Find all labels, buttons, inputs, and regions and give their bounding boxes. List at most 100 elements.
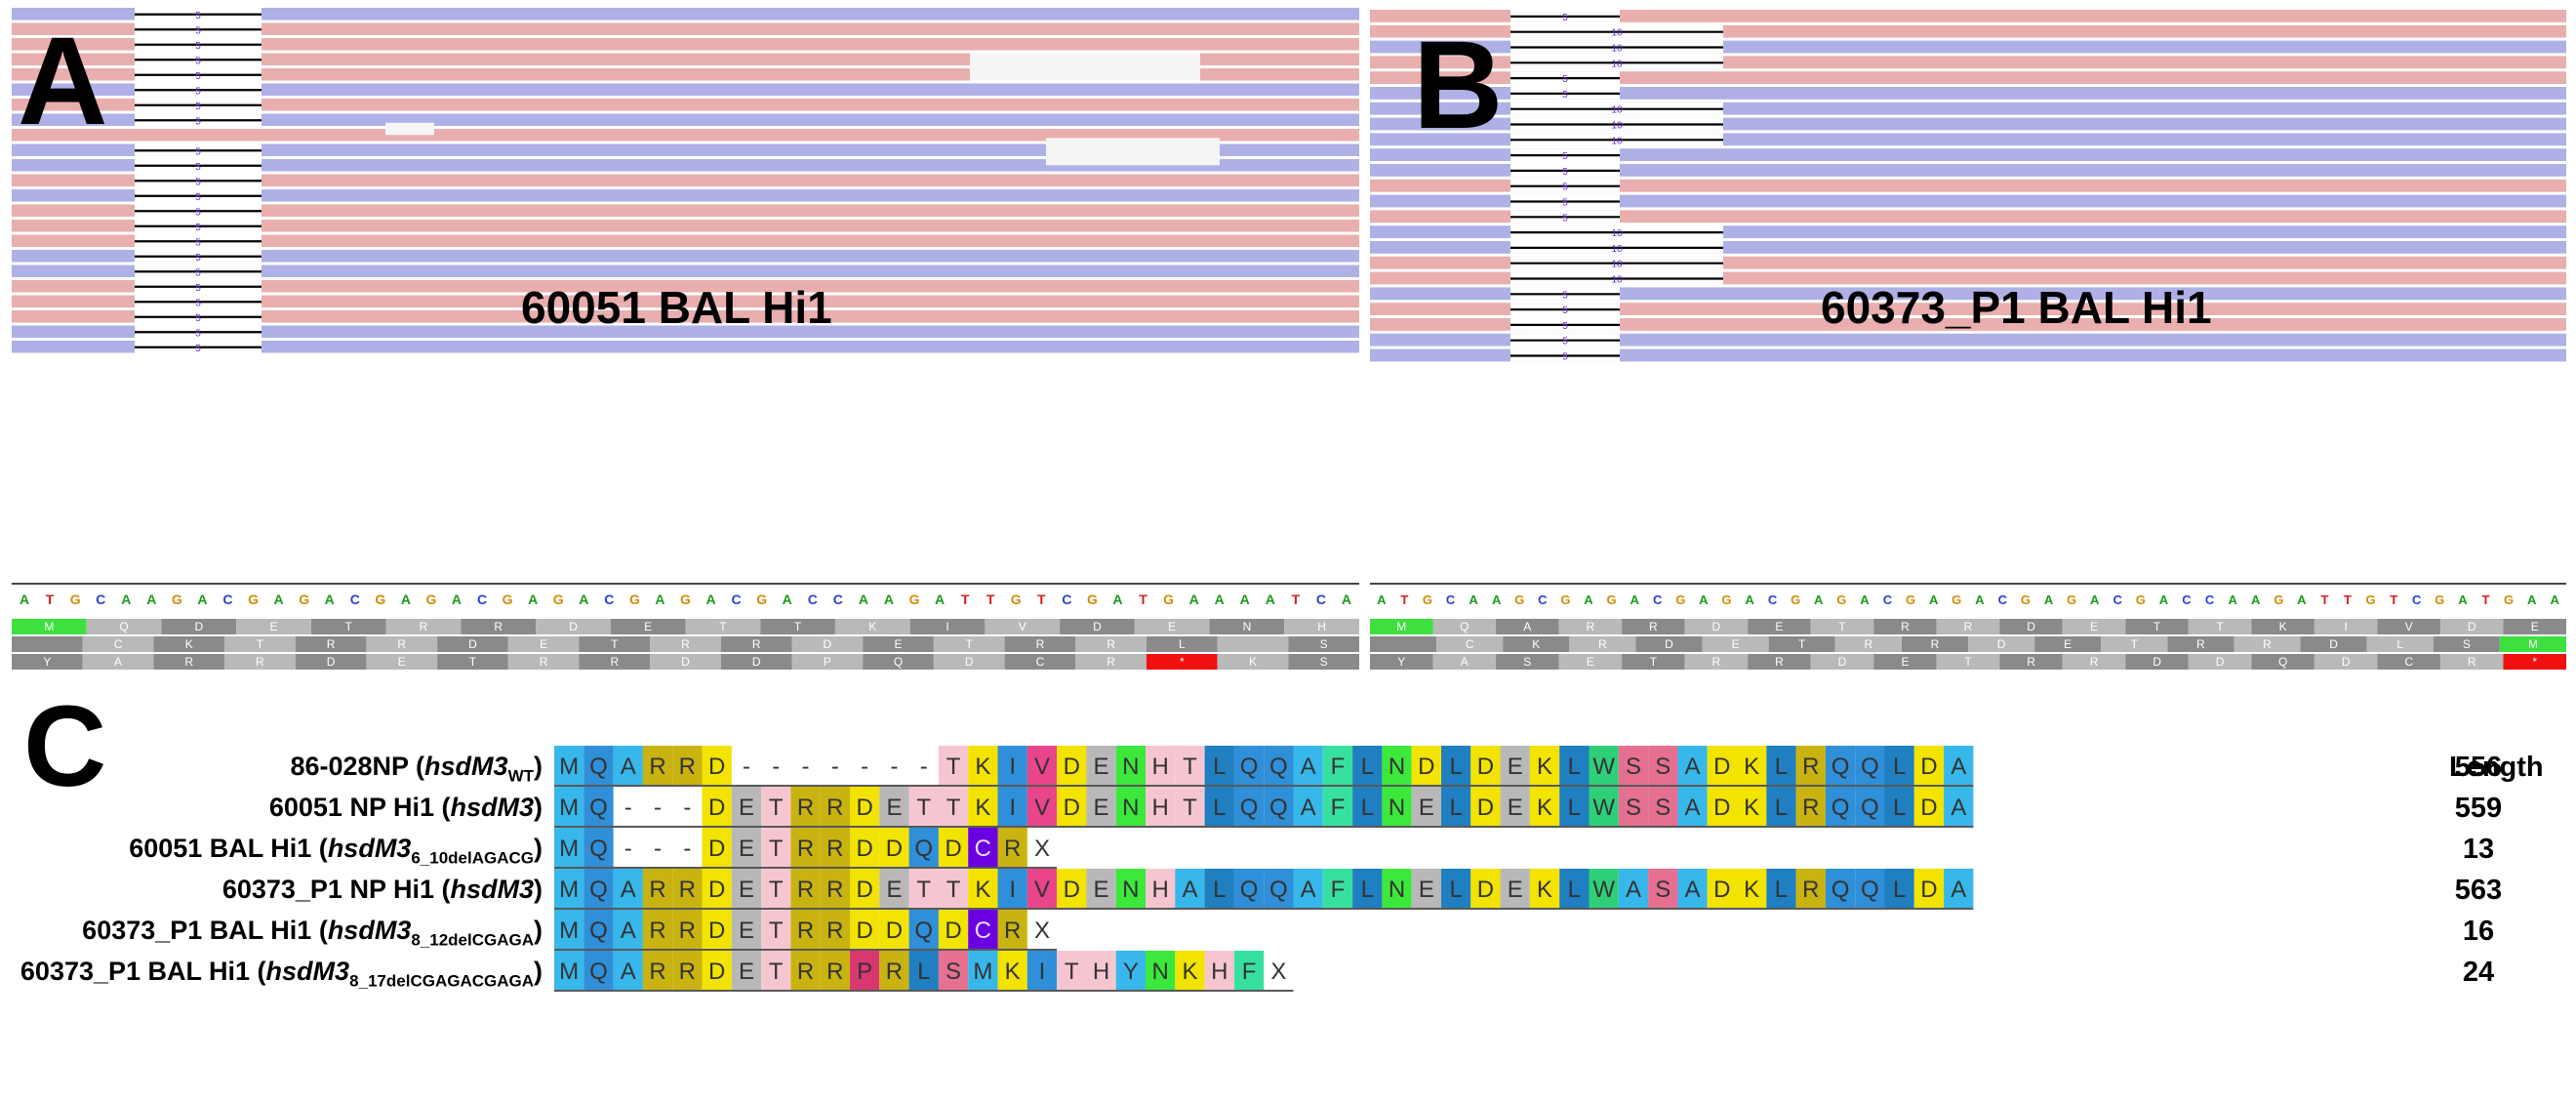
residue-letter: R <box>886 958 903 985</box>
residue-cell <box>554 787 584 826</box>
deletion-gap <box>385 122 434 136</box>
codon-box <box>1834 636 1902 652</box>
residue-letter: F <box>1331 795 1346 821</box>
nucleotide-letter: G <box>756 591 767 607</box>
residue-cell <box>1913 746 1945 785</box>
amino-acid-letter: R <box>1964 620 1973 633</box>
residue-cell <box>761 787 791 826</box>
residue-cell <box>1913 869 1945 908</box>
residue-letter: V <box>1034 877 1050 903</box>
amino-acid-letter: R <box>494 620 503 633</box>
residue-cell <box>1175 869 1205 908</box>
residue-letter: D <box>1064 795 1080 821</box>
residue-cell <box>1589 869 1619 908</box>
insertion-count-label: 10 <box>1611 228 1623 239</box>
residue-cell <box>879 787 909 826</box>
residue-cell <box>731 828 762 867</box>
sequence-row-label: 60373_P1 NP Hi1 (hsdM3) <box>222 877 543 903</box>
residue-cell <box>1441 869 1471 908</box>
residue-cell <box>1766 869 1796 908</box>
residue-cell <box>1559 869 1590 908</box>
residue-cell <box>613 746 643 785</box>
nucleotide-letter: C <box>732 591 742 607</box>
amino-acid-letter: K <box>868 620 876 633</box>
residue-cell <box>672 746 703 785</box>
allele-subscript: WT <box>507 766 534 786</box>
nucleotide-letter: A <box>1342 591 1351 607</box>
codon-box <box>791 636 864 652</box>
residue-letter: S <box>1655 877 1670 903</box>
codon-box <box>366 636 438 652</box>
gene-name: hsdM3 <box>450 793 534 822</box>
residue-cell <box>584 787 614 826</box>
nucleotide-letter: A <box>884 591 894 607</box>
codon-box <box>2101 636 2168 652</box>
residue-cell <box>879 951 909 990</box>
residue-letter: N <box>1389 754 1405 780</box>
nucleotide-letter: T <box>986 591 995 607</box>
read-bar <box>12 129 1359 142</box>
residue-cell <box>1470 746 1501 785</box>
residue-cell <box>820 869 850 908</box>
read-bar <box>1370 179 2566 192</box>
residue-letter: T <box>946 795 961 821</box>
residue-letter: M <box>559 918 579 944</box>
residue-letter: D <box>1477 877 1494 903</box>
codon-box <box>1503 636 1570 652</box>
row-name-close: ) <box>534 834 543 863</box>
codon-box <box>366 654 438 670</box>
codon-box <box>1684 654 1749 670</box>
nucleotide-letter: C <box>604 591 614 607</box>
codon-box <box>2251 619 2314 634</box>
nucleotide-letter: C <box>1062 591 1071 607</box>
residue-letter: D <box>856 918 872 944</box>
residue-cell <box>642 951 673 990</box>
insertion-count-label: 5 <box>195 25 201 36</box>
amino-acid-letter: T <box>966 637 974 651</box>
residue-letter: A <box>1182 877 1197 903</box>
insertion-count-label: 5 <box>195 116 201 127</box>
nucleotide-letter: C <box>1538 592 1548 607</box>
amino-acid-letter: D <box>2468 620 2476 633</box>
codon-box <box>791 654 864 670</box>
residue-letter: A <box>1685 877 1701 903</box>
residue-cell <box>1618 787 1649 826</box>
codon-box <box>1873 619 1937 634</box>
insertion-count-label: 5 <box>195 146 201 157</box>
residue-letter: D <box>856 877 872 903</box>
read-bar <box>12 234 1359 247</box>
nucleotide-letter: G <box>248 591 259 607</box>
nucleotide-letter: G <box>1906 592 1915 607</box>
length-value: 559 <box>2454 793 2503 824</box>
residue-letter: R <box>679 754 696 780</box>
codon-box <box>1768 636 1835 652</box>
amino-acid-letter: T <box>257 637 264 651</box>
read-bar <box>12 280 1359 293</box>
codon-box <box>933 654 1005 670</box>
residue-letter: N <box>1389 795 1405 821</box>
nucleotide-letter: C <box>1768 592 1778 607</box>
residue-letter: L <box>1361 877 1374 903</box>
codon-box <box>933 636 1005 652</box>
residue-letter: R <box>826 877 843 903</box>
residue-letter: X <box>1034 918 1050 944</box>
amino-acid-letter: R <box>1587 620 1595 633</box>
residue-letter: E <box>1508 877 1523 903</box>
residue-cell <box>642 869 673 908</box>
nucleotide-letter: C <box>96 591 105 607</box>
insertion-count-label: 5 <box>195 207 201 218</box>
nucleotide-letter: A <box>1584 592 1593 607</box>
residue-cell <box>938 910 969 949</box>
residue-cell <box>1115 746 1146 785</box>
amino-acid-letter: R <box>1775 655 1784 669</box>
amino-acid-letter: A <box>1461 655 1469 669</box>
amino-acid-letter: E <box>540 637 547 651</box>
insertion-count-label: 10 <box>1611 244 1623 255</box>
nucleotide-letter: G <box>1087 591 1098 607</box>
residue-cell <box>1322 787 1353 826</box>
residue-letter: T <box>769 877 784 903</box>
residue-cell <box>1441 746 1471 785</box>
